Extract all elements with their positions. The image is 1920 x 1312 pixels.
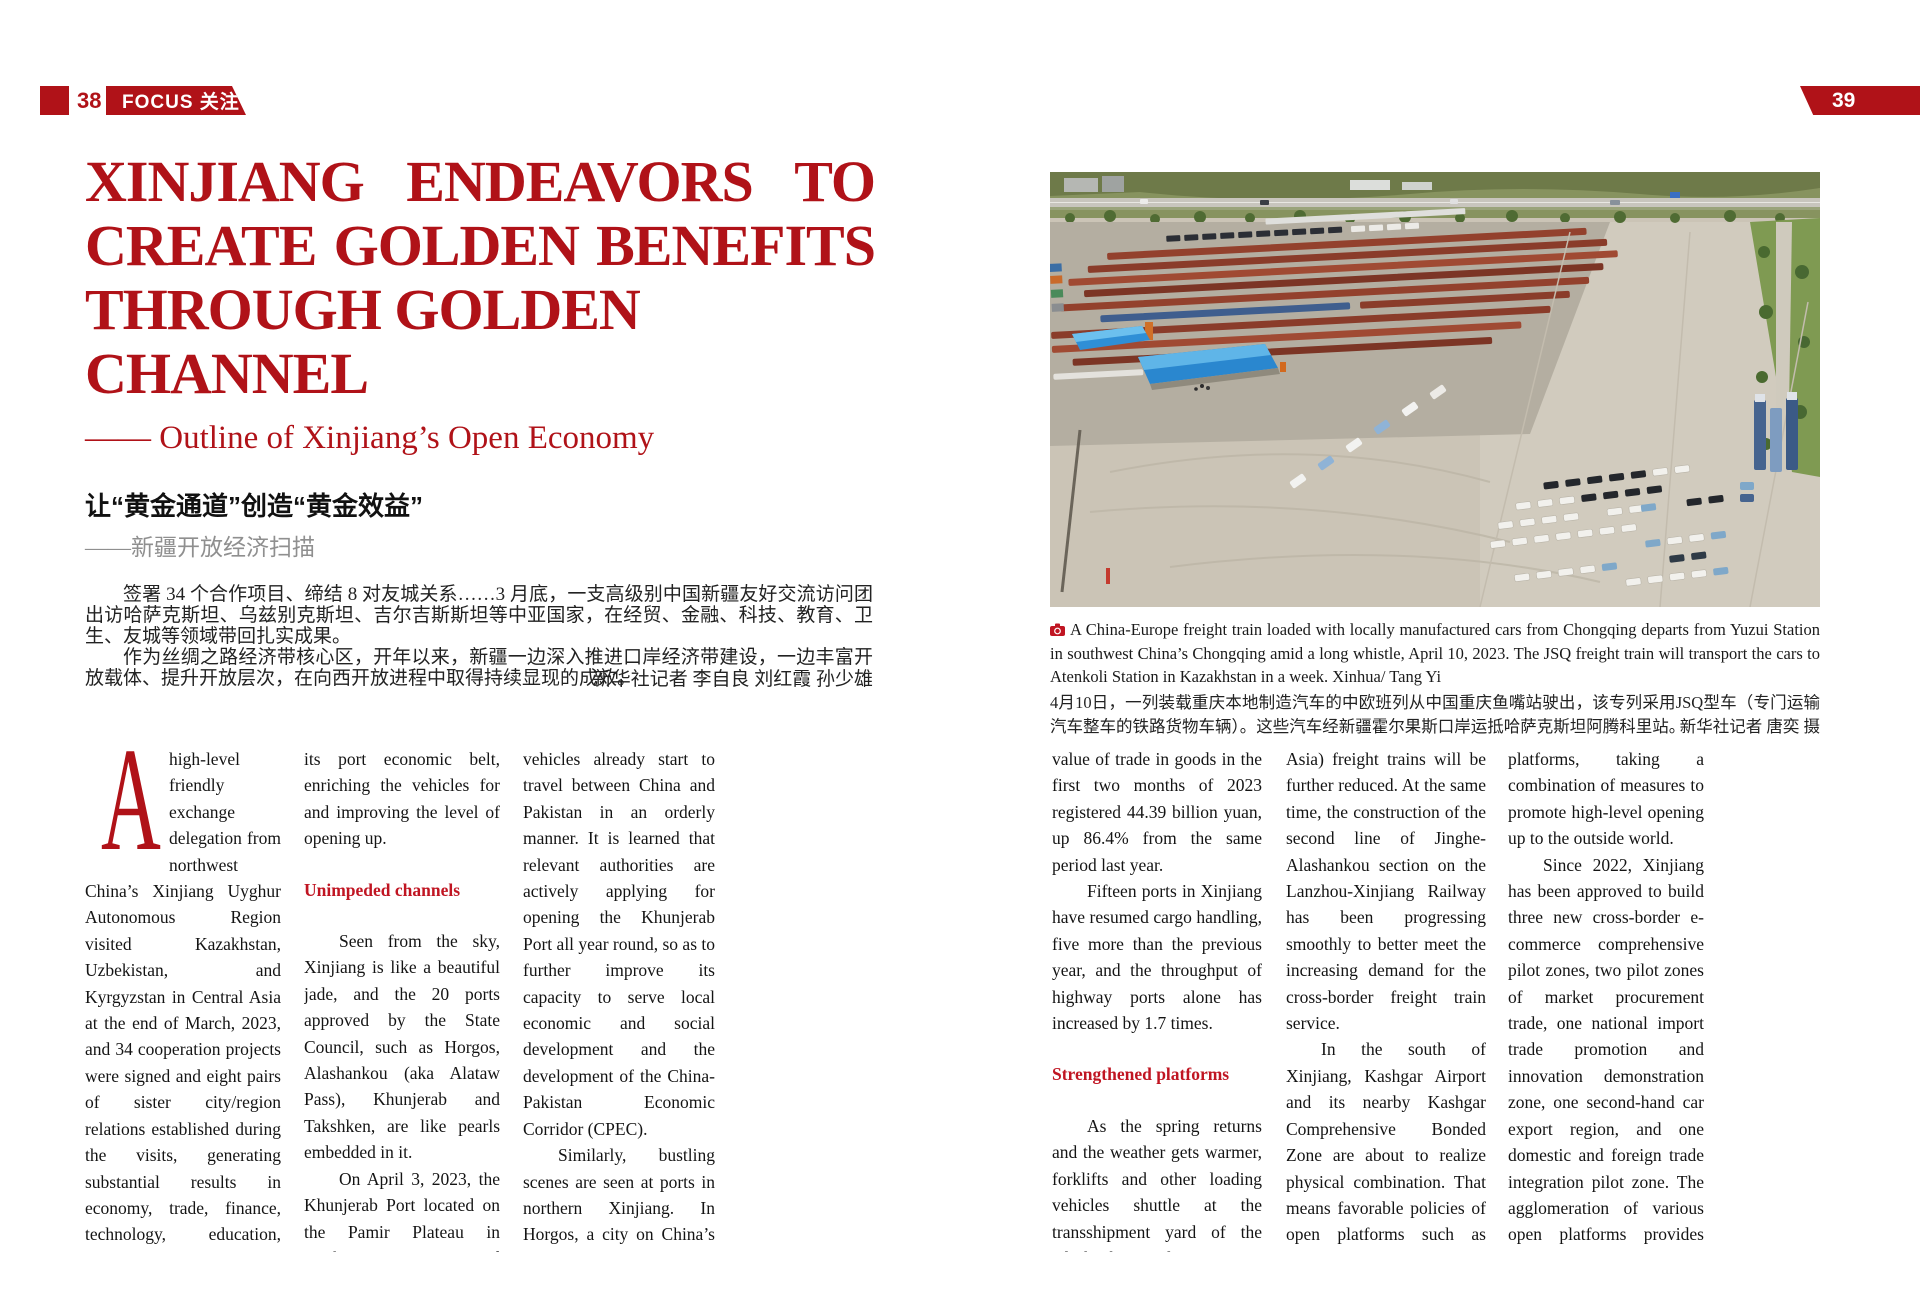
body-paragraph: Since 2022, Xinjiang has been approved t… xyxy=(1508,854,1704,1252)
article-column-4: value of trade in goods in the first two… xyxy=(1052,746,1262,1252)
photo-caption-cn-text: 4月10日，一列装载重庆本地制造汽车的中欧班列从中国重庆鱼嘴站驶出，该专列采用J… xyxy=(1050,693,1820,736)
body-paragraph: Fifteen ports in Xinjiang have resumed c… xyxy=(1052,881,1262,1034)
photo-caption-cn: 4月10日，一列装载重庆本地制造汽车的中欧班列从中国重庆鱼嘴站驶出，该专列采用J… xyxy=(1050,691,1820,739)
title-line: THROUGH GOLDEN xyxy=(85,277,641,342)
section-banner: FOCUS 关注 xyxy=(106,86,246,115)
body-paragraph: platforms, taking a combination of measu… xyxy=(1508,749,1704,849)
body-paragraph: vehicles already start to travel between… xyxy=(523,749,715,1139)
page-corner-square xyxy=(40,86,69,115)
body-paragraph: Asia) freight trains will be further red… xyxy=(1286,749,1486,1034)
section-heading: Strengthened platforms xyxy=(1052,1064,1230,1085)
body-paragraph: its port economic belt, enriching the ve… xyxy=(304,749,500,849)
photo-caption: A China-Europe freight train loaded with… xyxy=(1050,618,1820,739)
camera-icon xyxy=(1050,619,1065,642)
body-paragraph: As the spring returns and the weather ge… xyxy=(1052,1115,1262,1252)
lede-paragraph: 签署 34 个合作项目、缔结 8 对友城关系……3 月底，一支高级别中国新疆友好… xyxy=(85,584,873,647)
section-heading: Unimpeded channels xyxy=(304,879,461,900)
body-paragraph: In the south of Xinjiang, Kashgar Airpor… xyxy=(1286,1039,1486,1252)
byline: 新华社记者 李自良 刘红霞 孙少雄 xyxy=(592,669,873,690)
transporter-trucks xyxy=(1740,392,1798,502)
article-subtitle: —— Outline of Xinjiang’s Open Economy xyxy=(85,420,655,456)
aerial-photo-graphic xyxy=(1050,172,1820,607)
lede-paragraphs: 签署 34 个合作项目、缔结 8 对友城关系……3 月底，一支高级别中国新疆友好… xyxy=(85,584,873,689)
blue-canopy xyxy=(1072,326,1280,390)
title-line: CHANNEL xyxy=(85,341,369,406)
section-banner-label: FOCUS 关注 xyxy=(122,92,240,113)
chinese-title: 让“黄金通道”创造“黄金效益” xyxy=(85,491,424,521)
body-paragraph: On April 3, 2023, the Khunjerab Port loc… xyxy=(304,1168,500,1252)
page-number-right: 39 xyxy=(1832,88,1856,112)
title-line: CREATE GOLDEN BENEFITS xyxy=(85,213,876,278)
photo-caption-en-text: A China-Europe freight train loaded with… xyxy=(1050,620,1820,686)
article-column-5: Asia) freight trains will be further red… xyxy=(1286,746,1486,1252)
lede-paragraph: 作为丝绸之路经济带核心区，开年以来，新疆一边深入推进口岸经济带建设，一边丰富开放… xyxy=(85,647,873,689)
article-column-3: vehicles already start to travel between… xyxy=(523,746,715,1252)
aerial-photo xyxy=(1050,172,1820,607)
light-mast xyxy=(1060,429,1082,593)
page-number-right-banner: 39 xyxy=(1800,86,1920,115)
crane xyxy=(1145,322,1153,340)
article-column-2: its port economic belt, enriching the ve… xyxy=(304,746,500,1252)
drop-cap: A xyxy=(101,746,161,882)
page-number-left: 38 xyxy=(77,88,102,113)
photo-credit: 新华社记者 唐奕 摄 xyxy=(1679,717,1820,736)
photo-caption-en: A China-Europe freight train loaded with… xyxy=(1050,618,1820,688)
article-column-6: platforms, taking a combination of measu… xyxy=(1508,746,1704,1252)
body-paragraph: value of trade in goods in the first two… xyxy=(1052,749,1262,875)
article-title: XINJIANG ENDEAVORS TO CREATE GOLDEN BENE… xyxy=(85,149,876,406)
body-paragraph: Similarly, bustling scenes are seen at p… xyxy=(523,1145,715,1252)
title-line: XINJIANG ENDEAVORS TO xyxy=(85,149,876,214)
body-paragraph: Seen from the sky, Xinjiang is like a be… xyxy=(304,931,500,1163)
freight-train-containers xyxy=(1050,208,1618,380)
chinese-subtitle: ——新疆开放经济扫描 xyxy=(85,535,315,560)
top-road xyxy=(1050,192,1820,210)
